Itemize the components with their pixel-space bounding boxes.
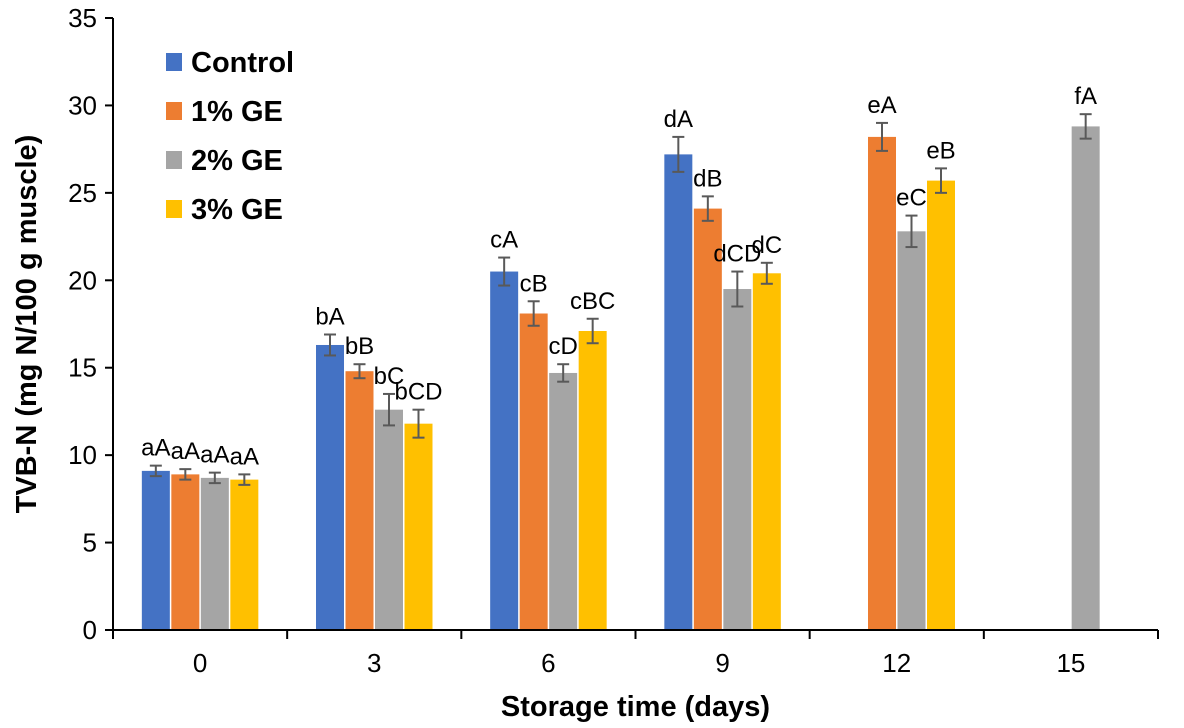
error-bar bbox=[557, 363, 570, 383]
significance-label: bCD bbox=[394, 379, 442, 406]
bar bbox=[897, 231, 926, 630]
bar bbox=[230, 479, 259, 630]
error-bar bbox=[353, 363, 366, 380]
x-tick-label: 15 bbox=[1056, 648, 1085, 678]
bar bbox=[723, 289, 752, 630]
legend: Control 1% GE 2% GE 3% GE bbox=[166, 47, 294, 226]
significance-label: eA bbox=[867, 92, 896, 119]
y-tick-label: 0 bbox=[83, 615, 97, 645]
significance-label: dCD bbox=[713, 241, 761, 268]
y-tick-label: 30 bbox=[68, 90, 97, 120]
significance-label: dB bbox=[693, 165, 722, 192]
bar bbox=[664, 154, 693, 631]
error-bar bbox=[324, 333, 336, 357]
bar bbox=[519, 313, 548, 630]
bars-layer bbox=[141, 126, 1100, 631]
error-bar bbox=[1079, 113, 1092, 140]
y-tick-label: 10 bbox=[68, 440, 97, 470]
bar bbox=[693, 208, 722, 630]
error-bar bbox=[672, 135, 685, 173]
error-bar bbox=[208, 471, 221, 485]
bar bbox=[927, 180, 955, 631]
x-tick-label: 12 bbox=[882, 648, 911, 678]
legend-label: 1% GE bbox=[191, 96, 283, 128]
significance-label: dC bbox=[751, 232, 782, 259]
bar bbox=[200, 477, 229, 630]
error-bar bbox=[731, 270, 744, 308]
significance-label: cA bbox=[490, 227, 518, 254]
significance-label: bC bbox=[374, 363, 405, 390]
bar bbox=[549, 372, 578, 630]
error-bar bbox=[701, 195, 714, 222]
error-bar bbox=[760, 261, 773, 285]
x-tick-label: 6 bbox=[541, 648, 555, 678]
significance-label: cD bbox=[548, 333, 577, 360]
x-tick-label: 3 bbox=[367, 648, 381, 678]
significance-labels-layer: aA bA cA dA aA bB cB dB eA aA bC cD dCD eC fA aA bCD cBC d… bbox=[141, 83, 1097, 470]
error-bar bbox=[935, 167, 947, 194]
x-tick-label: 9 bbox=[715, 648, 729, 678]
bar bbox=[752, 273, 781, 630]
legend-label: 3% GE bbox=[191, 194, 283, 226]
error-bar bbox=[498, 256, 511, 287]
legend-swatch bbox=[166, 53, 182, 71]
error-bar bbox=[586, 317, 599, 345]
error-bar bbox=[383, 392, 395, 427]
significance-label: fA bbox=[1074, 83, 1097, 110]
legend-entry: Control bbox=[166, 47, 294, 79]
significance-label: bB bbox=[345, 333, 374, 360]
significance-label: bA bbox=[315, 303, 344, 330]
y-tick-label: 5 bbox=[83, 528, 97, 558]
error-bar bbox=[876, 121, 888, 152]
legend-swatch bbox=[166, 200, 182, 218]
bar bbox=[404, 423, 433, 630]
bar bbox=[578, 330, 607, 630]
error-bar bbox=[905, 214, 918, 249]
y-tick-label: 25 bbox=[68, 178, 97, 208]
significance-label: aA bbox=[230, 443, 259, 470]
significance-label: eB bbox=[926, 137, 955, 164]
significance-label: aA bbox=[200, 442, 229, 469]
legend-entry: 3% GE bbox=[166, 194, 283, 226]
significance-label: dA bbox=[664, 106, 693, 133]
legend-swatch bbox=[166, 151, 182, 169]
bar bbox=[141, 470, 170, 630]
bar bbox=[345, 371, 374, 630]
error-bar bbox=[412, 408, 425, 439]
bar bbox=[375, 409, 403, 630]
significance-label: aA bbox=[171, 438, 200, 465]
error-bar bbox=[238, 473, 251, 486]
bar bbox=[868, 136, 896, 630]
legend-label: Control bbox=[191, 47, 294, 79]
bar bbox=[316, 344, 344, 630]
significance-label: eC bbox=[896, 185, 927, 212]
significance-label: cBC bbox=[570, 288, 615, 315]
y-tick-label: 20 bbox=[68, 265, 97, 295]
x-tick-label: 0 bbox=[193, 648, 207, 678]
y-axis-title: TVB-N (mg N/100 g muscle) bbox=[11, 135, 43, 514]
error-bars-layer bbox=[149, 113, 1092, 486]
bar bbox=[490, 271, 519, 630]
y-tick-label: 35 bbox=[68, 3, 97, 33]
legend-entry: 1% GE bbox=[166, 96, 283, 128]
legend-swatch bbox=[166, 102, 182, 120]
error-bar bbox=[149, 464, 162, 478]
legend-entry: 2% GE bbox=[166, 145, 283, 177]
error-bar bbox=[179, 468, 192, 481]
x-axis-title: Storage time (days) bbox=[501, 691, 770, 723]
significance-label: cB bbox=[520, 270, 548, 297]
error-bar bbox=[527, 300, 540, 327]
legend-label: 2% GE bbox=[191, 145, 283, 177]
axes-layer: 0 5 10 15 20 25 30 35 0 3 6 9 12 15 bbox=[68, 3, 1159, 678]
y-tick-label: 15 bbox=[68, 353, 97, 383]
bar bbox=[1071, 126, 1100, 630]
significance-label: aA bbox=[141, 435, 170, 462]
bar bbox=[171, 474, 200, 630]
